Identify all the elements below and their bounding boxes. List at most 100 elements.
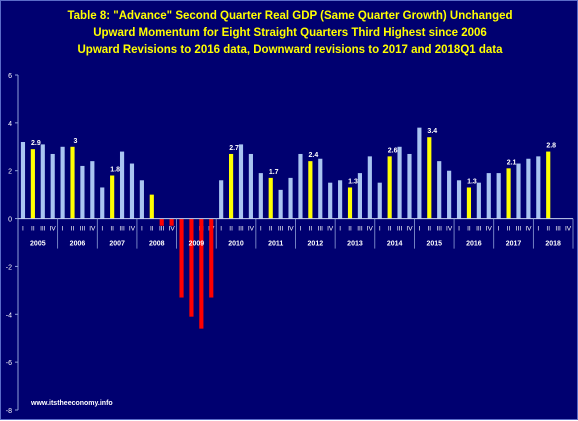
quarter-label: IV — [565, 226, 572, 233]
bar — [80, 165, 85, 219]
data-label: 3 — [74, 138, 78, 145]
data-label: 1.7 — [269, 169, 279, 176]
bar — [20, 142, 26, 219]
year-label: 2018 — [545, 241, 561, 248]
bar — [357, 173, 363, 219]
bar — [119, 151, 125, 219]
bar — [437, 161, 442, 219]
bar — [30, 149, 35, 219]
quarter-label: IV — [248, 226, 255, 233]
quarter-label: III — [555, 226, 561, 233]
bar — [238, 144, 244, 219]
quarter-label: II — [269, 226, 273, 233]
bar — [417, 127, 422, 219]
bar — [40, 144, 45, 219]
quarter-label: IV — [50, 226, 57, 233]
bar — [328, 182, 333, 219]
bar — [486, 173, 491, 219]
y-tick-label: -8 — [6, 408, 12, 415]
year-label: 2005 — [30, 241, 46, 248]
year-label: 2007 — [109, 241, 125, 248]
year-label: 2013 — [347, 241, 363, 248]
year-label: 2011 — [268, 241, 283, 248]
quarter-label: III — [119, 226, 125, 233]
data-label: 2.8 — [546, 143, 556, 150]
year-label: 2012 — [308, 241, 324, 248]
quarter-label: I — [141, 226, 143, 233]
y-tick-label: -4 — [6, 312, 12, 319]
footer-url: www.itstheeconomy.info — [31, 400, 113, 407]
bar — [100, 187, 105, 219]
bar — [129, 163, 135, 219]
quarter-label: II — [388, 226, 392, 233]
year-label: 2006 — [70, 241, 86, 248]
quarter-label: II — [31, 226, 35, 233]
bar — [466, 187, 472, 219]
bar — [199, 218, 204, 329]
bar — [189, 218, 194, 317]
quarter-label: III — [516, 226, 522, 233]
quarter-label: I — [22, 226, 24, 233]
bar — [496, 173, 501, 219]
bar — [219, 180, 224, 219]
bar — [179, 218, 184, 298]
quarter-label: II — [110, 226, 114, 233]
bar — [377, 182, 382, 219]
y-tick-label: -6 — [6, 360, 12, 367]
bar — [516, 163, 521, 219]
year-label: 2009 — [189, 241, 205, 248]
bar — [407, 153, 412, 219]
quarter-label: III — [357, 226, 363, 233]
data-label: 2.1 — [507, 159, 517, 166]
bar — [228, 153, 234, 219]
bar — [278, 189, 283, 219]
bar — [110, 175, 115, 219]
year-label: 2010 — [228, 241, 244, 248]
quarter-label: I — [537, 226, 539, 233]
y-tick-label: -2 — [6, 264, 12, 271]
quarter-label: I — [260, 226, 262, 233]
quarter-label: I — [339, 226, 341, 233]
bar — [338, 180, 343, 219]
bar — [506, 168, 511, 219]
quarter-label: IV — [89, 226, 96, 233]
quarter-label: IV — [129, 226, 136, 233]
data-label: 2.9 — [31, 140, 41, 147]
quarter-label: IV — [287, 226, 294, 233]
quarter-label: III — [318, 226, 324, 233]
bar — [427, 137, 432, 219]
bar — [526, 158, 531, 219]
year-label: 2017 — [506, 241, 522, 248]
year-label: 2014 — [387, 241, 403, 248]
quarter-label: III — [436, 226, 442, 233]
bar — [149, 194, 154, 219]
y-tick-label: 2 — [8, 169, 12, 176]
data-label: 1.3 — [467, 178, 477, 185]
quarter-label: II — [71, 226, 75, 233]
bar — [90, 161, 95, 219]
quarter-label: IV — [406, 226, 413, 233]
quarter-label: I — [62, 226, 64, 233]
quarter-label: I — [498, 226, 500, 233]
quarter-label: II — [507, 226, 511, 233]
year-label: 2016 — [466, 241, 482, 248]
bar — [367, 156, 372, 219]
quarter-label: IV — [446, 226, 453, 233]
quarter-label: II — [150, 226, 154, 233]
bar — [139, 180, 144, 219]
bar — [258, 173, 263, 219]
bar — [248, 153, 253, 219]
quarter-label: I — [300, 226, 302, 233]
bar — [447, 170, 452, 219]
quarter-label: IV — [169, 226, 176, 233]
y-tick-label: 0 — [8, 217, 12, 224]
quarter-label: I — [418, 226, 420, 233]
quarter-label: III — [40, 226, 46, 233]
quarter-label: I — [220, 226, 222, 233]
quarter-label: I — [458, 226, 460, 233]
data-label: 1.3 — [348, 178, 358, 185]
quarter-label: III — [397, 226, 403, 233]
bar — [50, 153, 55, 219]
bar — [308, 161, 313, 219]
